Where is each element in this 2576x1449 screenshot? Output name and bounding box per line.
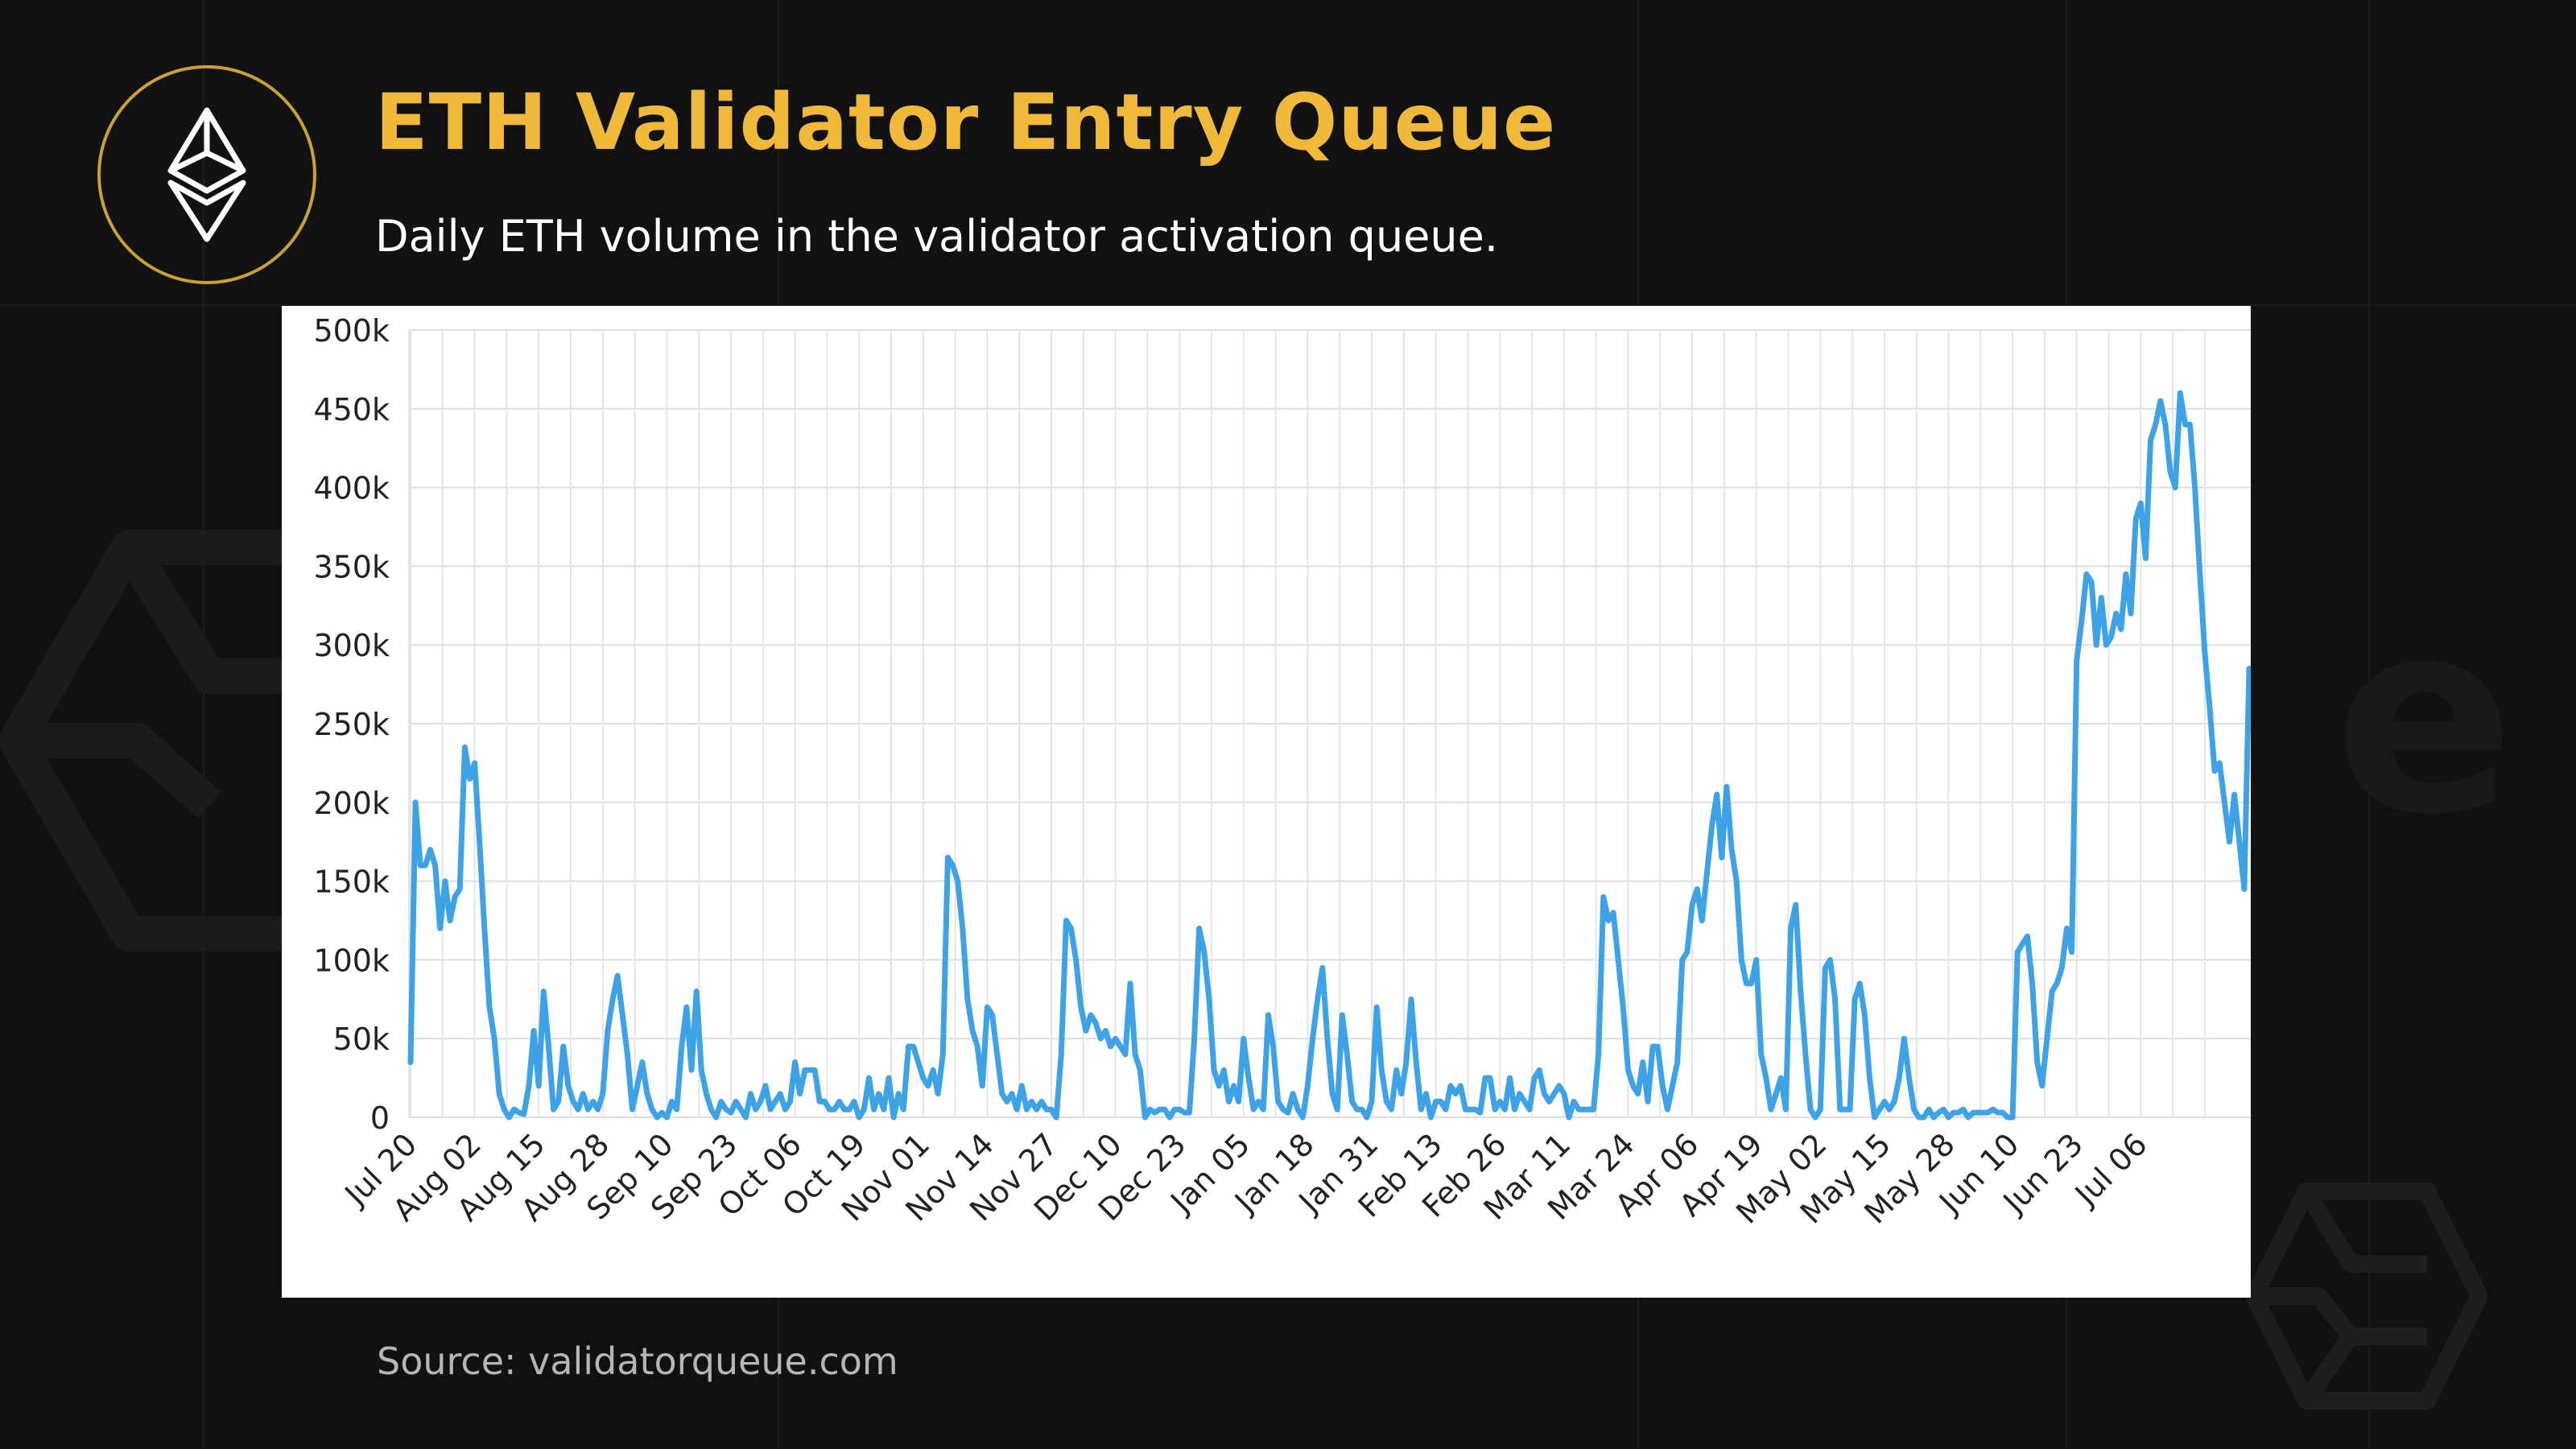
chart-series (407, 390, 2251, 1121)
y-tick-label: 500k (313, 313, 390, 349)
y-tick-label: 150k (313, 865, 390, 900)
source-note: Source: validatorqueue.com (377, 1340, 898, 1383)
series-line (407, 390, 2251, 1121)
x-tick-label: Jul 06 (2067, 1126, 2154, 1213)
watermark-logo-icon (2246, 1183, 2487, 1410)
chart-grid (408, 329, 2251, 1118)
y-tick-label: 450k (313, 392, 390, 427)
y-tick-label: 400k (313, 471, 390, 506)
y-tick-label: 250k (313, 707, 390, 742)
watermark-text-glyph: e (2334, 564, 2515, 873)
ethereum-icon (167, 107, 246, 242)
y-tick-label: 300k (313, 628, 390, 663)
page-title: ETH Validator Entry Queue (375, 77, 1557, 167)
background-divider (2368, 0, 2370, 1449)
background-divider (203, 0, 204, 1449)
logo-badge (97, 65, 316, 284)
page-subtitle: Daily ETH volume in the validator activa… (375, 211, 1499, 262)
line-chart: 0 50k 100k 150k 200k 250k 300k 350k 400k 450k 500k… (313, 313, 2251, 1231)
y-tick-label: 50k (333, 1022, 390, 1057)
y-tick-label: 0 (370, 1100, 390, 1136)
chart-panel: 0 50k 100k 150k 200k 250k 300k 350k 400k 450k 500k… (282, 306, 2251, 1298)
y-tick-label: 200k (313, 786, 390, 821)
y-tick-label: 350k (313, 549, 390, 584)
background-divider (0, 304, 2576, 306)
y-tick-label: 100k (313, 943, 390, 978)
